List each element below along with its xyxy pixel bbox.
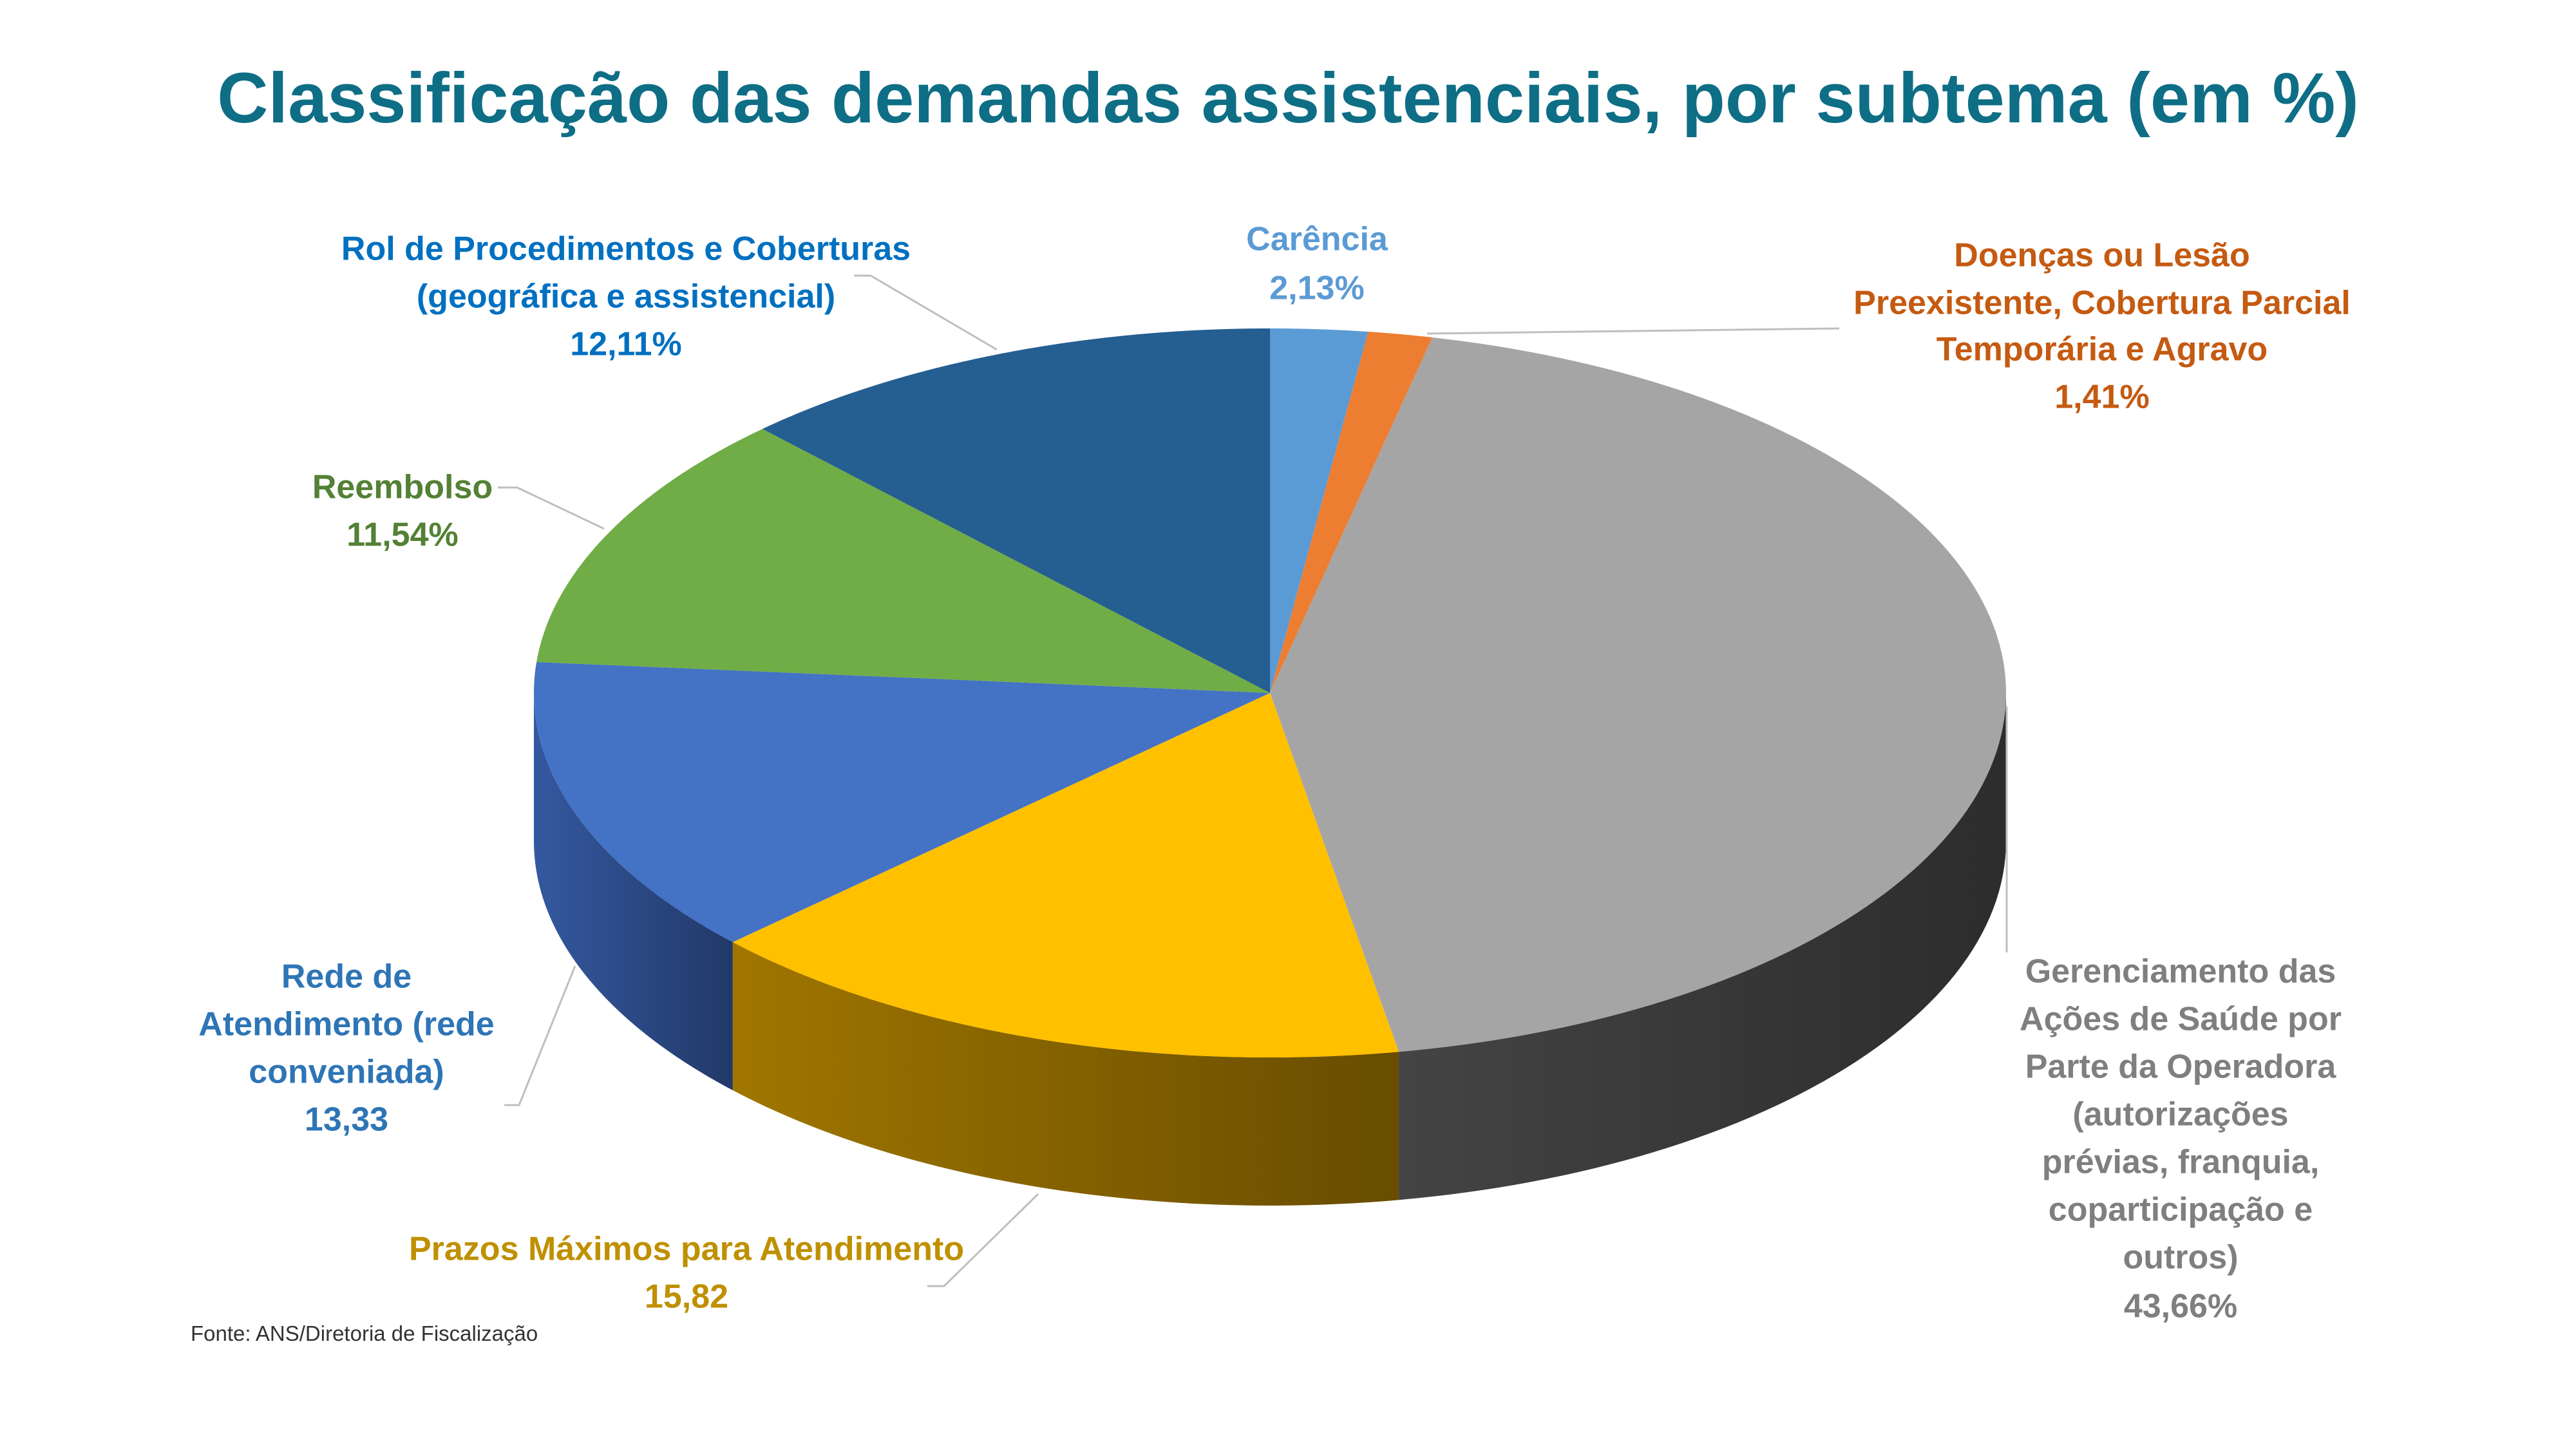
label-text: Parte da Operadora: [2025, 1048, 2337, 1086]
label-text: Rol de Procedimentos e Coberturas: [341, 231, 911, 268]
label-text: (geográfica e assistencial): [417, 278, 835, 316]
slice-prazos-ma-ximos-para-atendimento: [732, 693, 1399, 1057]
value-label: 1,41%: [2054, 379, 2149, 416]
label-text: conveniada): [249, 1054, 444, 1091]
label-text: Preexistente, Cobertura Parcial: [1853, 285, 2351, 322]
data-label-reembolso: Reembolso 11,54%: [312, 469, 493, 554]
value-label: 2,13%: [1269, 270, 1364, 307]
label-text: prévias, franquia,: [2042, 1144, 2320, 1181]
label-text: Atendimento (rede: [198, 1006, 494, 1043]
label-text: Doenças ou Lesão: [1954, 237, 2249, 274]
pie-sides: [534, 693, 2006, 1206]
leader-line-doencas: [1426, 327, 1840, 335]
data-label-rol: Rol de Procedimentos e Coberturas (geogr…: [341, 231, 911, 363]
label-text: (autorizações: [2072, 1096, 2288, 1133]
label-text: Ações de Saúde por: [2020, 1001, 2342, 1038]
label-text: coparticipação e: [2049, 1191, 2313, 1229]
data-label-carencia: Carência 2,13%: [1246, 221, 1388, 307]
value-label: 15,82: [645, 1278, 728, 1316]
label-text: Prazos Máximos para Atendimento: [409, 1231, 964, 1268]
slice-gerenciamento-das: [1270, 337, 2006, 1052]
slice-reembolso: [536, 429, 1271, 693]
slice-side-shade-gerenciamento-das: [1399, 693, 2006, 1200]
leader-line-prazos: [927, 1193, 1039, 1287]
value-label: 12,11%: [570, 326, 682, 363]
value-label: 11,54%: [346, 516, 459, 554]
pie-slices: [534, 328, 2006, 1057]
data-label-prazos: Prazos Máximos para Atendimento 15,82: [409, 1231, 964, 1316]
leader-line-reembolso: [498, 486, 605, 530]
label-text: outros): [2123, 1239, 2238, 1276]
leader-line-rol: [854, 274, 998, 351]
source-note: Fonte: ANS/Diretoria de Fiscalização: [191, 1321, 538, 1345]
leader-line-rede: [504, 965, 576, 1106]
leader-lines: [498, 274, 2008, 1287]
slice-rol-de-procedimentos-e-coberturas: [762, 328, 1270, 693]
value-label: 13,33: [305, 1101, 388, 1139]
label-text: Rede de: [281, 958, 412, 996]
label-text: Temporária e Agravo: [1937, 331, 2268, 368]
slice-side-shade-rede-de: [534, 693, 733, 1090]
chart-title: Classificação das demandas assistenciais…: [217, 59, 2359, 138]
slice-doenc-as-ou-lesa-o: [1270, 332, 1433, 693]
label-text: Reembolso: [312, 469, 493, 506]
label-text: Gerenciamento das: [2025, 953, 2336, 990]
data-label-gerenciamento: Gerenciamento das Ações de Saúde por Par…: [2020, 953, 2342, 1325]
label-text: Carência: [1246, 221, 1388, 258]
slice-side-shade-prazos-ma-ximos-para-atendimento: [732, 942, 1399, 1206]
data-label-doencas: Doenças ou Lesão Preexistente, Cobertura…: [1853, 237, 2351, 416]
data-label-rede: Rede de Atendimento (rede conveniada) 13…: [198, 958, 494, 1139]
slice-care-ncia: [1270, 328, 1368, 693]
value-label: 43,66%: [2124, 1288, 2237, 1325]
slice-rede-de: [534, 662, 1270, 942]
